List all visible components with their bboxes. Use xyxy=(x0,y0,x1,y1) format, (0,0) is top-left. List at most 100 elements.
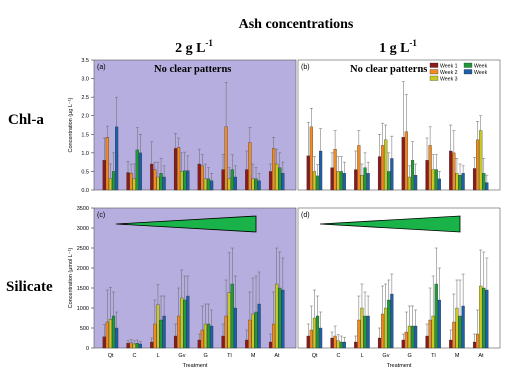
x-tick-label: Tl xyxy=(227,353,232,359)
bar-g-week-3 xyxy=(407,176,412,191)
bar-m-week-3 xyxy=(251,178,255,191)
bar-c-week-1 xyxy=(126,172,130,191)
bar-at-week-5 xyxy=(281,173,285,191)
bar-qt-week-1 xyxy=(102,160,106,191)
bar-m-week-4 xyxy=(458,174,462,191)
bar-gv-week-4 xyxy=(183,170,187,191)
x-tick-label: At xyxy=(478,353,484,359)
bar-c-week-5 xyxy=(138,152,142,191)
bar-tl-week-4 xyxy=(434,283,438,349)
bar-qt-week-4 xyxy=(111,171,116,191)
bar-m-week-1 xyxy=(245,169,249,191)
bar-m-week-2 xyxy=(452,152,456,191)
panel-c: 0 500 1000 1500 2000 2500 3000 3500 Concentratio… xyxy=(68,206,297,369)
y-tick-label: 2.0 xyxy=(81,114,89,120)
y-tick-label: 3.5 xyxy=(81,58,89,64)
legend-label-week-2: Week 2 xyxy=(440,70,458,76)
bar-m-week-5 xyxy=(257,303,261,349)
bar-at-week-1 xyxy=(472,341,477,349)
bar-at-week-5 xyxy=(485,289,489,349)
bar-g-week-4 xyxy=(410,160,415,191)
y-tick-label: 1.0 xyxy=(81,151,89,157)
bar-c-week-3 xyxy=(336,171,340,191)
bar-c-week-2 xyxy=(129,173,133,191)
bar-c-week-5 xyxy=(342,173,346,191)
bar-g-week-2 xyxy=(404,131,408,191)
legend-swatch-week-5 xyxy=(463,69,473,75)
bar-c-week-1 xyxy=(126,343,130,349)
bar-qt-week-4 xyxy=(111,315,116,349)
bar-gv-week-1 xyxy=(377,156,382,191)
bar-qt-week-2 xyxy=(309,126,313,191)
bar-g-week-5 xyxy=(414,325,418,349)
y-tick-label: 3.0 xyxy=(81,77,89,83)
bar-c-week-4 xyxy=(135,149,139,191)
y-tick-label: 1.5 xyxy=(81,132,89,138)
bar-at-week-2 xyxy=(476,333,480,349)
bar-l-week-3 xyxy=(360,174,364,191)
bar-tl-week-5 xyxy=(233,307,237,349)
y-tick-label: 1000 xyxy=(77,306,89,312)
x-tick-label: M xyxy=(251,353,256,359)
bar-tl-week-3 xyxy=(431,169,435,191)
bar-at-week-3 xyxy=(275,283,279,349)
bar-at-week-1 xyxy=(268,341,273,349)
legend-label-week-1: Week 1 xyxy=(440,63,458,69)
bar-at-week-3 xyxy=(479,285,483,349)
bar-c-week-5 xyxy=(138,343,142,349)
bar-l-week-4 xyxy=(159,319,163,349)
panel-annotation: No clear patterns xyxy=(350,64,427,75)
bar-c-week-2 xyxy=(333,148,337,191)
legend-swatch-week-2 xyxy=(429,69,439,75)
bar-l-week-5 xyxy=(366,315,370,349)
bar-c-week-1 xyxy=(330,167,334,191)
legend-swatch-week-3 xyxy=(429,75,439,81)
bar-gv-week-3 xyxy=(180,297,184,349)
bar-l-week-5 xyxy=(162,315,166,349)
bar-tl-week-1 xyxy=(425,335,429,349)
bar-l-week-3 xyxy=(156,176,160,191)
bar-tl-week-3 xyxy=(227,292,231,349)
bar-m-week-4 xyxy=(458,315,462,349)
bar-g-week-3 xyxy=(407,325,412,349)
bar-gv-week-4 xyxy=(183,299,187,349)
panel-background xyxy=(93,207,297,349)
x-tick-label: L xyxy=(361,353,364,359)
bar-tl-week-1 xyxy=(221,335,225,349)
bar-m-week-1 xyxy=(449,339,453,349)
y-tick-label: 2000 xyxy=(77,266,89,272)
bar-l-week-3 xyxy=(156,304,160,349)
bar-m-week-3 xyxy=(455,173,459,191)
bar-c-week-3 xyxy=(132,178,136,191)
bar-l-week-2 xyxy=(153,169,157,191)
panel-letter: (b) xyxy=(301,64,310,71)
bar-at-week-4 xyxy=(482,287,486,349)
bar-qt-week-3 xyxy=(312,317,317,349)
bar-tl-week-2 xyxy=(224,315,228,349)
bar-l-week-5 xyxy=(162,176,166,191)
gradient-wedge xyxy=(319,215,461,233)
bar-g-week-5 xyxy=(414,174,418,191)
bar-gv-week-5 xyxy=(186,170,190,191)
bar-g-week-1 xyxy=(197,163,201,191)
bar-gv-week-2 xyxy=(381,313,385,349)
x-tick-label: Qt xyxy=(312,353,318,359)
x-tick-label: Qt xyxy=(108,353,114,359)
bar-g-week-5 xyxy=(210,180,214,191)
bar-gv-week-5 xyxy=(390,158,394,191)
bar-m-week-2 xyxy=(248,319,252,349)
bar-l-week-5 xyxy=(366,173,370,191)
bar-gv-week-3 xyxy=(384,307,388,349)
bar-at-week-3 xyxy=(479,130,483,191)
bar-m-week-2 xyxy=(248,142,252,191)
bar-qt-week-2 xyxy=(309,329,313,349)
bar-g-week-2 xyxy=(200,165,204,191)
bar-tl-week-2 xyxy=(428,145,432,191)
panel-annotation: No clear patterns xyxy=(154,64,231,75)
column-label-2g: 2 g L-1 xyxy=(175,38,213,56)
bar-qt-week-3 xyxy=(312,171,317,191)
bar-qt-week-5 xyxy=(319,150,323,191)
bar-tl-week-3 xyxy=(227,178,231,191)
y-tick-label: 0.5 xyxy=(81,169,89,175)
